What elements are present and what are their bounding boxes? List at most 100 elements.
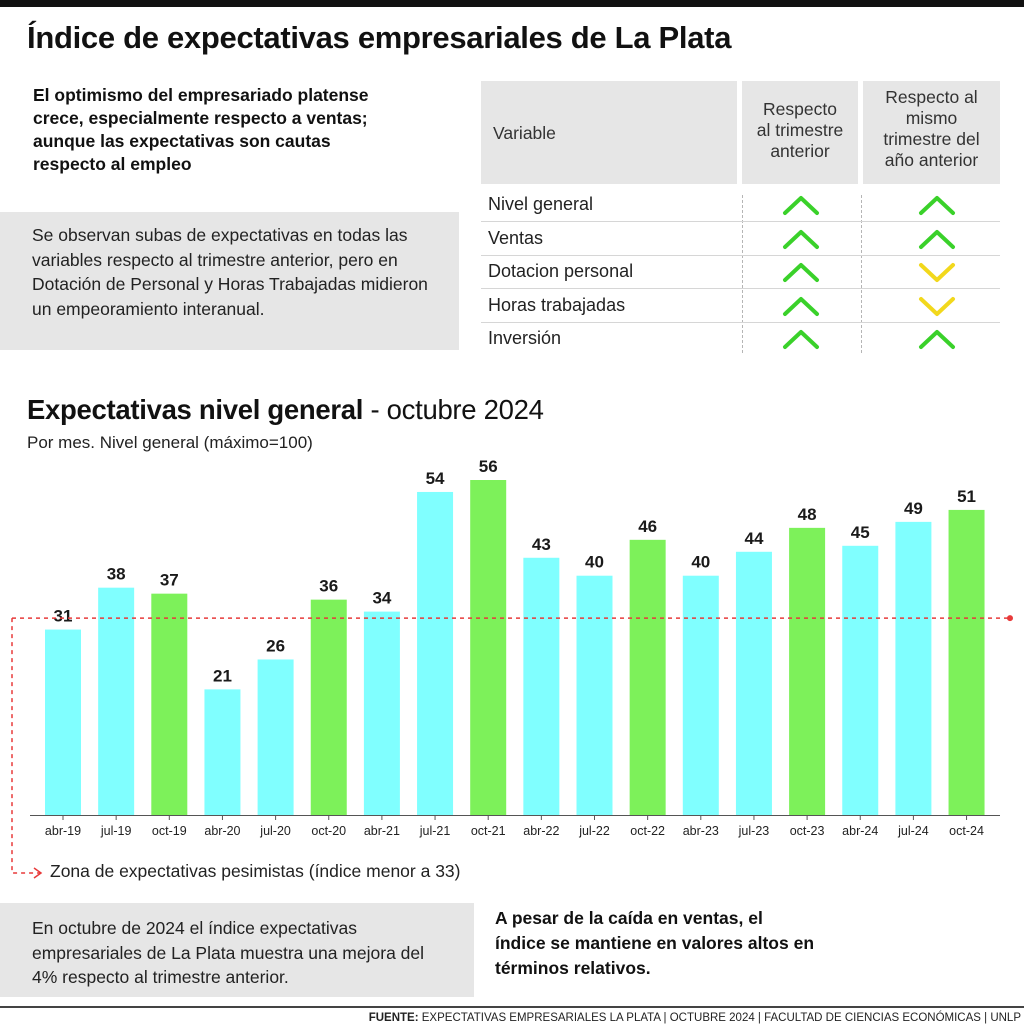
data-label: 45 [851, 523, 870, 542]
source-label: FUENTE: [368, 1012, 419, 1024]
data-label: 31 [54, 607, 73, 626]
row-label: Horas trabajadas [488, 294, 626, 315]
bar-abr-19 [45, 629, 81, 815]
source-footer: FUENTE: EXPECTATIVAS EMPRESARIALES LA PL… [369, 1012, 1021, 1024]
bar-jul-19 [98, 587, 135, 815]
bar-oct-19 [151, 593, 188, 815]
row-label: Nivel general [488, 194, 594, 214]
data-label: 56 [479, 457, 498, 476]
data-label: 38 [107, 565, 126, 584]
data-label: 54 [426, 469, 445, 488]
chevron-up-icon [781, 260, 821, 284]
header-vs-prev-year-line: mismo [905, 108, 958, 128]
data-label: 34 [372, 589, 391, 608]
footer-rule [0, 1006, 1024, 1008]
data-label: 51 [957, 487, 976, 506]
row-label: Ventas [488, 227, 544, 248]
data-label: 21 [213, 666, 232, 685]
threshold-end-dot [1007, 615, 1013, 622]
x-tick-label: jul-19 [100, 824, 132, 838]
header-vs-prev-quarter-line: al trimestre [756, 120, 844, 140]
x-tick-label: jul-23 [738, 824, 770, 838]
bar-jul-21 [417, 491, 454, 815]
x-tick-label: abr-22 [523, 824, 559, 838]
chevron-up-icon [781, 294, 821, 318]
x-tick-label: jul-22 [578, 824, 610, 838]
chart-title-bold: Expectativas nivel general [27, 394, 364, 425]
column-divider [742, 195, 743, 353]
bar-oct-23 [789, 527, 826, 815]
data-label: 40 [691, 553, 710, 572]
x-tick-label: oct-21 [471, 824, 506, 838]
x-tick-label: jul-24 [897, 824, 929, 838]
data-label: 26 [266, 636, 285, 655]
chevron-up-icon [917, 227, 957, 251]
pessimism-zone-note: Zona de expectativas pesimistas (índice … [50, 861, 461, 881]
chevron-up-icon [917, 193, 957, 217]
data-label: 44 [744, 529, 763, 548]
bar-abr-21 [363, 611, 400, 815]
header-vs-prev-year-line: trimestre del [883, 129, 980, 149]
source-text: EXPECTATIVAS EMPRESARIALES LA PLATA | OC… [418, 1012, 1021, 1024]
outro-summary-box: En octubre de 2024 el índice expectativa… [0, 903, 474, 997]
data-label: 36 [319, 577, 338, 596]
x-tick-label: jul-20 [259, 824, 291, 838]
x-tick-label: abr-20 [204, 824, 240, 838]
x-tick-label: oct-24 [949, 824, 984, 838]
bar-chart: 31 abr-19 38 jul-19 37 oct-19 21 abr-20 26 jul-20… [11, 457, 1013, 879]
bar-abr-22 [523, 557, 560, 815]
data-label: 49 [904, 499, 923, 518]
bar-abr-20 [204, 689, 241, 815]
chevron-up-icon [781, 327, 821, 351]
bar-oct-21 [470, 480, 507, 815]
bar-oct-22 [629, 539, 666, 815]
data-label: 40 [585, 553, 604, 572]
table-row: Dotacion personal [481, 255, 1000, 289]
data-label: 37 [160, 571, 179, 590]
header-vs-prev-year: Respecto al mismo trimestre del año ante… [863, 81, 1000, 184]
table-row: Inversión [481, 322, 1000, 355]
header-vs-prev-quarter: Respecto al trimestre anterior [742, 81, 858, 184]
x-tick-label: abr-21 [364, 824, 400, 838]
bar-abr-23 [682, 575, 719, 815]
top-rule [0, 0, 1024, 7]
data-label: 48 [798, 505, 817, 524]
data-label: 43 [532, 535, 551, 554]
x-tick-label: oct-20 [311, 824, 346, 838]
data-label: 46 [638, 517, 657, 536]
chevron-up-icon [781, 227, 821, 251]
chart-title: Expectativas nivel general - octubre 202… [27, 394, 544, 426]
bar-jul-22 [576, 575, 613, 815]
header-vs-prev-quarter-line: anterior [770, 141, 830, 161]
expectations-table: Variable Respecto al trimestre anterior … [481, 81, 1000, 353]
outro-headline: A pesar de la caída en ventas, el índice… [495, 908, 815, 978]
chevron-down-icon [917, 294, 957, 318]
x-tick-label: oct-22 [630, 824, 665, 838]
bar-jul-20 [257, 659, 294, 815]
table-row: Horas trabajadas [481, 289, 1000, 323]
row-label: Inversión [488, 328, 562, 348]
table-row: Nivel general [481, 188, 1000, 222]
chevron-up-icon [917, 327, 957, 351]
chart-subtitle: Por mes. Nivel general (máximo=100) [27, 433, 313, 452]
header-vs-prev-quarter-line: Respecto [763, 99, 837, 119]
chevron-up-icon [781, 193, 821, 217]
bar-jul-23 [735, 551, 772, 815]
bar-oct-20 [310, 599, 347, 815]
intro-summary-box: Se observan subas de expectativas en tod… [0, 212, 459, 350]
header-variable: Variable [481, 81, 737, 184]
page-title: Índice de expectativas empresariales de … [27, 20, 732, 55]
x-tick-label: abr-19 [45, 824, 81, 838]
table-row: Ventas [481, 222, 1000, 256]
chevron-down-icon [917, 260, 957, 284]
bar-oct-24 [948, 509, 985, 815]
x-tick-label: abr-24 [842, 824, 878, 838]
pessimism-leader-line [11, 618, 40, 874]
bar-abr-24 [842, 545, 879, 815]
column-divider [861, 195, 862, 353]
arrow-right-icon [33, 867, 43, 879]
header-vs-prev-year-line: Respecto al [885, 87, 978, 107]
x-tick-label: jul-21 [419, 824, 451, 838]
intro-headline: El optimismo del empresariado platense c… [33, 85, 369, 174]
header-vs-prev-year-line: año anterior [884, 150, 979, 170]
